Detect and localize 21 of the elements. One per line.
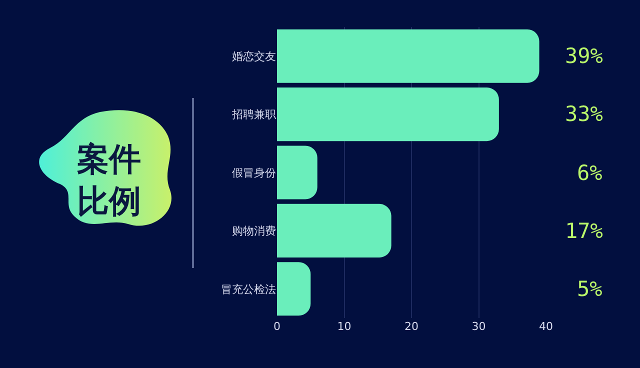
x-tick-label: 30 [472,320,486,333]
bar [277,204,392,258]
data-label: 6% [577,161,603,185]
y-tick-label: 招聘兼职 [231,108,276,122]
bar [277,262,311,316]
y-tick-label: 婚恋交友 [232,50,276,63]
bar [277,29,540,83]
x-tick-label: 10 [337,320,352,333]
y-tick-label: 购物消费 [232,224,276,238]
data-label: 39% [565,44,604,68]
x-tick-label: 0 [274,320,280,333]
data-label: 33% [565,102,604,126]
bar [277,146,318,200]
y-tick-label: 假冒身份 [232,166,276,180]
x-tick-label: 40 [539,320,553,333]
data-label: 17% [565,219,604,243]
text: 案件比例 [76,139,142,222]
y-tick-label: 冒充公检法 [221,282,276,296]
data-label: 5% [577,277,603,301]
bar [277,88,499,142]
x-tick-label: 20 [404,320,418,333]
